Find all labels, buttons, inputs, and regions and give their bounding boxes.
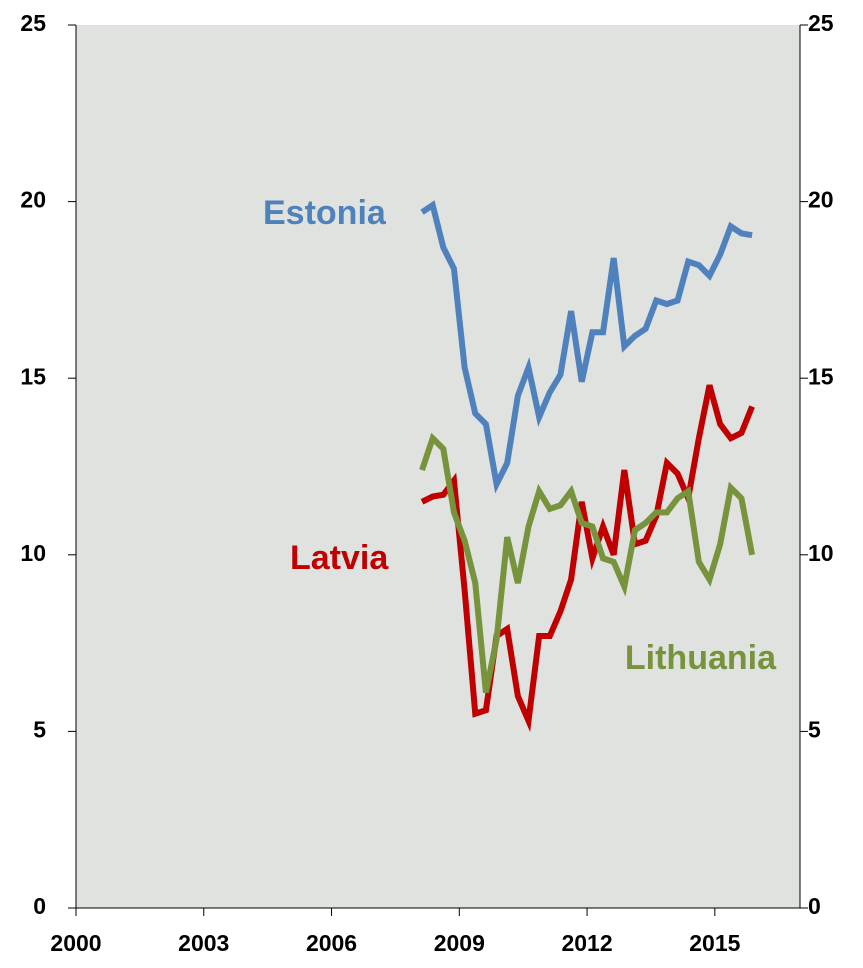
y2-tick-label: 25	[808, 10, 834, 36]
series-label: Estonia	[263, 194, 387, 232]
y2-tick-label: 15	[808, 363, 834, 389]
plot-area	[76, 25, 800, 908]
series-line	[420, 200, 753, 494]
y-tick-label: 15	[20, 363, 46, 389]
x-tick-label: 2006	[306, 930, 357, 956]
series-line	[419, 432, 756, 694]
y2-tick-label: 20	[808, 187, 834, 213]
y-tick-label: 20	[20, 187, 46, 213]
y-tick-label: 0	[33, 893, 46, 919]
y2-tick-label: 5	[808, 716, 821, 742]
series-line	[420, 384, 755, 733]
y-tick-label: 25	[20, 10, 46, 36]
series-label: Latvia	[290, 539, 389, 577]
x-tick-label: 2012	[561, 930, 612, 956]
x-tick-label: 2000	[50, 930, 101, 956]
x-tick-label: 2003	[178, 930, 229, 956]
y2-tick-label: 0	[808, 893, 821, 919]
y2-tick-label: 10	[808, 540, 834, 566]
y-tick-label: 10	[20, 540, 46, 566]
x-tick-label: 2009	[434, 930, 485, 956]
x-tick-label: 2015	[689, 930, 740, 956]
series-label: Lithuania	[625, 639, 777, 677]
y-tick-label: 5	[33, 716, 46, 742]
